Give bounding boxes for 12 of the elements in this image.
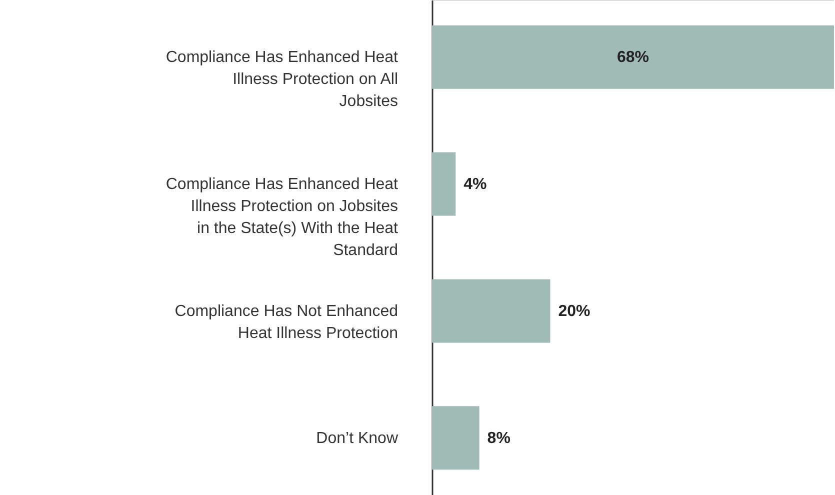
y-tick-label: Compliance Has Not Enhanced Heat Illness Protection	[174, 302, 398, 342]
data-label: 68%	[616, 49, 650, 66]
bar	[432, 406, 480, 470]
y-tick-label: Compliance Has Enhanced Heat Illness Protection on Jobsites in the State(s) With the Heat Standard	[166, 176, 399, 260]
y-tick-label: Don’t Know	[316, 430, 398, 447]
data-label: 4%	[464, 176, 487, 194]
data-label: 8%	[487, 430, 510, 447]
bar	[432, 279, 550, 343]
data-label: 20%	[558, 302, 590, 320]
y-tick-label: Compliance Has Enhanced Heat Illness Protection on All Jobsites	[166, 49, 399, 110]
bar	[432, 25, 834, 89]
bar	[432, 152, 456, 216]
